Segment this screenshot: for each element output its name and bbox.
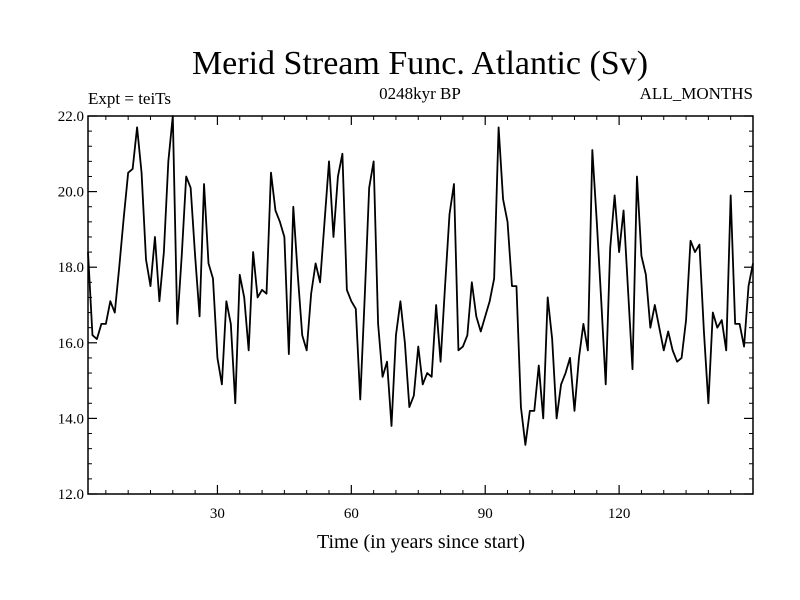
y-tick-label: 22.0	[58, 109, 84, 125]
x-tick-label: 30	[210, 506, 225, 522]
y-tick-label: 18.0	[58, 260, 84, 276]
plot-frame	[87, 115, 754, 495]
subtitle-right: ALL_MONTHS	[640, 84, 753, 103]
y-tick-label: 12.0	[58, 487, 84, 503]
series-line	[87, 115, 754, 446]
x-tick-label: 90	[478, 506, 493, 522]
chart-title: Merid Stream Func. Atlantic (Sv)	[192, 45, 648, 82]
subtitle-left: Expt = teiTs	[88, 89, 171, 108]
x-tick-label: 60	[344, 506, 359, 522]
x-tick-label: 120	[608, 506, 631, 522]
x-axis-label: Time (in years since start)	[317, 531, 525, 553]
y-tick-label: 14.0	[58, 411, 84, 427]
subtitle-center: 0248kyr BP	[379, 84, 461, 103]
plot-area: 30 60 90 120 12.0 14.0 16.0 18.0 20.0 22.0	[58, 109, 754, 522]
y-tick-label: 20.0	[58, 185, 84, 201]
y-tick-label: 16.0	[58, 336, 84, 352]
